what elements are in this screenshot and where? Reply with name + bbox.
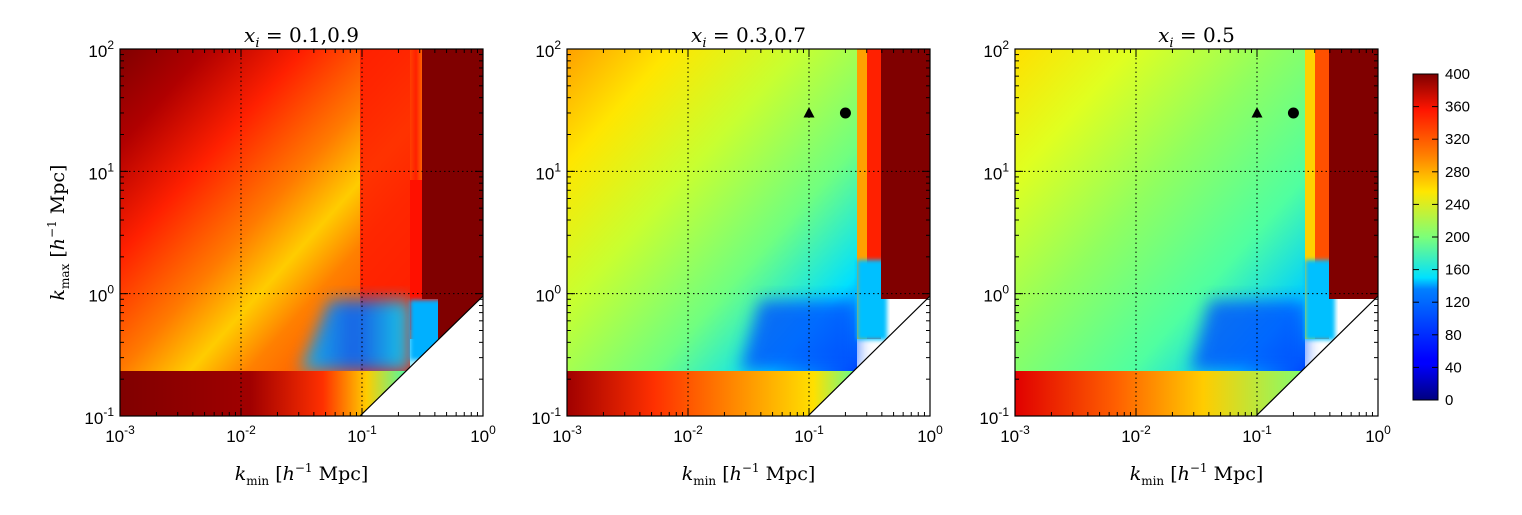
colorbar-tick-label: 160: [1445, 262, 1470, 279]
colorbar-ticks: 0 40 80 120 160 200 240 280 320 360 400: [1413, 66, 1470, 409]
x-tick-label: 10-3: [552, 423, 582, 446]
axes-layer: 10-3 10-2 10-1 100 10-1 100 101 102 xi = 0.1,0.9…: [45, 23, 1391, 488]
x-tick-label: 10-3: [1000, 423, 1030, 446]
colorbar-tick-label: 120: [1445, 294, 1470, 311]
x-tick-label: 100: [1365, 423, 1391, 446]
x-axis-label: kmin [h−1 Mpc]: [682, 461, 816, 488]
colorbar-tick-label: 320: [1445, 131, 1470, 148]
colorbar-tick-label: 40: [1445, 359, 1462, 376]
y-tick-label: 10-1: [84, 405, 114, 428]
y-tick-label: 101: [535, 160, 561, 183]
x-tick-label: 10-3: [105, 423, 135, 446]
y-tick-label: 102: [88, 38, 114, 61]
y-axis-label: kmax [h−1 Mpc]: [45, 165, 72, 301]
y-tick-label: 101: [983, 160, 1009, 183]
axes-frame: [1014, 48, 1379, 417]
heatmap-2: [567, 49, 930, 416]
axes-frame: [566, 48, 931, 417]
y-tick-label: 102: [535, 38, 561, 61]
colorbar-tick-label: 80: [1445, 327, 1462, 344]
panel-title: xi = 0.3,0.7: [691, 23, 806, 51]
y-tick-label: 10-1: [531, 405, 561, 428]
colorbar-tick-label: 200: [1445, 229, 1470, 246]
y-tick-label: 102: [983, 38, 1009, 61]
x-tick-label: 10-1: [1242, 423, 1272, 446]
y-tick-label: 101: [88, 160, 114, 183]
x-tick-label: 100: [917, 423, 943, 446]
colorbar-tick-label: 240: [1445, 196, 1470, 213]
x-tick-label: 10-2: [673, 423, 703, 446]
colorbar-tick-label: 400: [1445, 66, 1470, 83]
panel-1: 10-3 10-2 10-1 100 10-1 100 101 102 xi = 0.1,0.9…: [45, 23, 496, 488]
panel-title: xi = 0.1,0.9: [244, 23, 359, 51]
x-tick-label: 10-2: [226, 423, 256, 446]
circle-marker: [1287, 107, 1299, 119]
colorbar-tick-label: 0: [1445, 392, 1453, 409]
x-tick-label: 100: [470, 423, 496, 446]
y-tick-label: 100: [88, 283, 114, 306]
colorbar: 0 40 80 120 160 200 240 280 320 360 400: [1412, 66, 1470, 409]
x-axis-label: kmin [h−1 Mpc]: [235, 461, 369, 488]
heatmap-1: [120, 49, 483, 416]
circle-marker: [839, 107, 851, 119]
x-tick-label: 10-1: [347, 423, 377, 446]
y-tick-label: 100: [535, 283, 561, 306]
y-tick-label: 10-1: [979, 405, 1009, 428]
colorbar-tick-label: 280: [1445, 164, 1470, 181]
panel-title: xi = 0.5: [1158, 23, 1235, 51]
x-tick-label: 10-2: [1121, 423, 1151, 446]
panel-2: 10-3 10-2 10-1 100 10-1 100 101 102 xi = 0.3,0.7…: [531, 23, 943, 488]
heatmap-3: [1015, 49, 1378, 416]
axes-frame: [119, 48, 484, 417]
x-axis-label: kmin [h−1 Mpc]: [1130, 461, 1264, 488]
x-tick-label: 10-1: [794, 423, 824, 446]
y-tick-label: 100: [983, 283, 1009, 306]
panel-3: 10-3 10-2 10-1 100 10-1 100 101 102 xi = 0.5 kmin…: [979, 23, 1391, 488]
triangle-marker: [1251, 106, 1263, 118]
colorbar-tick-label: 360: [1445, 99, 1470, 116]
triangle-marker: [803, 106, 815, 118]
